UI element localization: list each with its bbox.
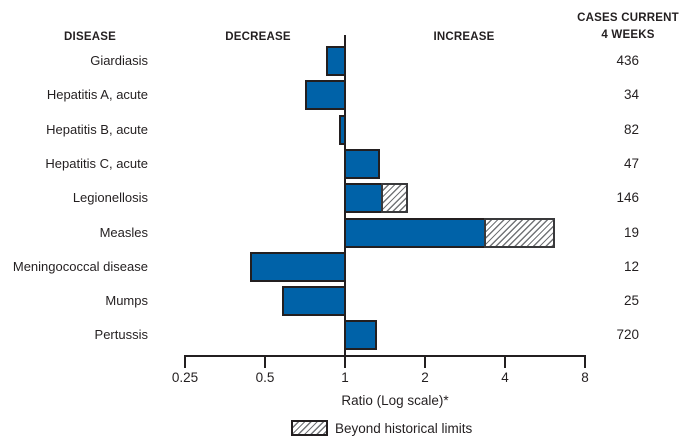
cases-value: 19 <box>623 225 639 240</box>
disease-label: Hepatitis B, acute <box>46 122 148 137</box>
ratio-bar <box>326 46 346 76</box>
baseline-ratio-1-line <box>344 35 346 357</box>
x-axis-line <box>184 355 586 357</box>
disease-label: Legionellosis <box>72 190 148 205</box>
legend: Beyond historical limits <box>291 420 472 436</box>
disease-label: Meningococcal disease <box>12 259 148 274</box>
column-header-increase: INCREASE <box>433 31 495 43</box>
ratio-bar <box>344 183 383 213</box>
ratio-bar <box>344 149 380 179</box>
x-tick <box>184 355 186 368</box>
x-tick-label: 4 <box>501 370 509 385</box>
cases-value: 82 <box>623 122 639 137</box>
beyond-historical-limits-bar <box>484 218 555 248</box>
ratio-bar <box>344 320 377 350</box>
cases-value: 25 <box>623 293 639 308</box>
x-tick <box>424 355 426 368</box>
column-header-cases-line1: CASES CURRENT <box>577 12 679 24</box>
column-header-disease: DISEASE <box>64 31 116 43</box>
beyond-historical-limits-bar <box>381 183 408 213</box>
x-tick <box>584 355 586 368</box>
cases-value: 720 <box>616 327 639 342</box>
legend-label: Beyond historical limits <box>335 420 473 436</box>
x-tick-label: 0.25 <box>171 370 199 385</box>
x-tick <box>344 355 346 368</box>
column-header-decrease: DECREASE <box>225 31 291 43</box>
cases-value: 436 <box>616 53 639 68</box>
disease-label: Hepatitis C, acute <box>45 156 148 171</box>
x-tick-label: 0.5 <box>255 370 275 385</box>
ratio-bar <box>344 218 486 248</box>
x-tick-label: 1 <box>341 370 349 385</box>
x-tick-label: 8 <box>581 370 589 385</box>
disease-label: Mumps <box>105 293 148 308</box>
x-tick <box>504 355 506 368</box>
disease-label: Measles <box>99 225 148 240</box>
ratio-bar <box>305 80 346 110</box>
ratio-bar <box>282 286 346 316</box>
x-axis-title: Ratio (Log scale)* <box>341 393 449 408</box>
disease-label: Pertussis <box>94 327 148 342</box>
disease-label: Hepatitis A, acute <box>46 87 148 102</box>
disease-label: Giardiasis <box>90 53 148 68</box>
cases-value: 34 <box>623 87 639 102</box>
beyond-historical-limits-swatch-icon <box>291 420 328 436</box>
x-tick <box>264 355 266 368</box>
column-header-cases-line2: 4 WEEKS <box>601 29 655 41</box>
x-tick-label: 2 <box>421 370 429 385</box>
ratio-bar <box>250 252 346 282</box>
cases-value: 12 <box>623 259 639 274</box>
cases-value: 47 <box>623 156 639 171</box>
cases-value: 146 <box>616 190 639 205</box>
